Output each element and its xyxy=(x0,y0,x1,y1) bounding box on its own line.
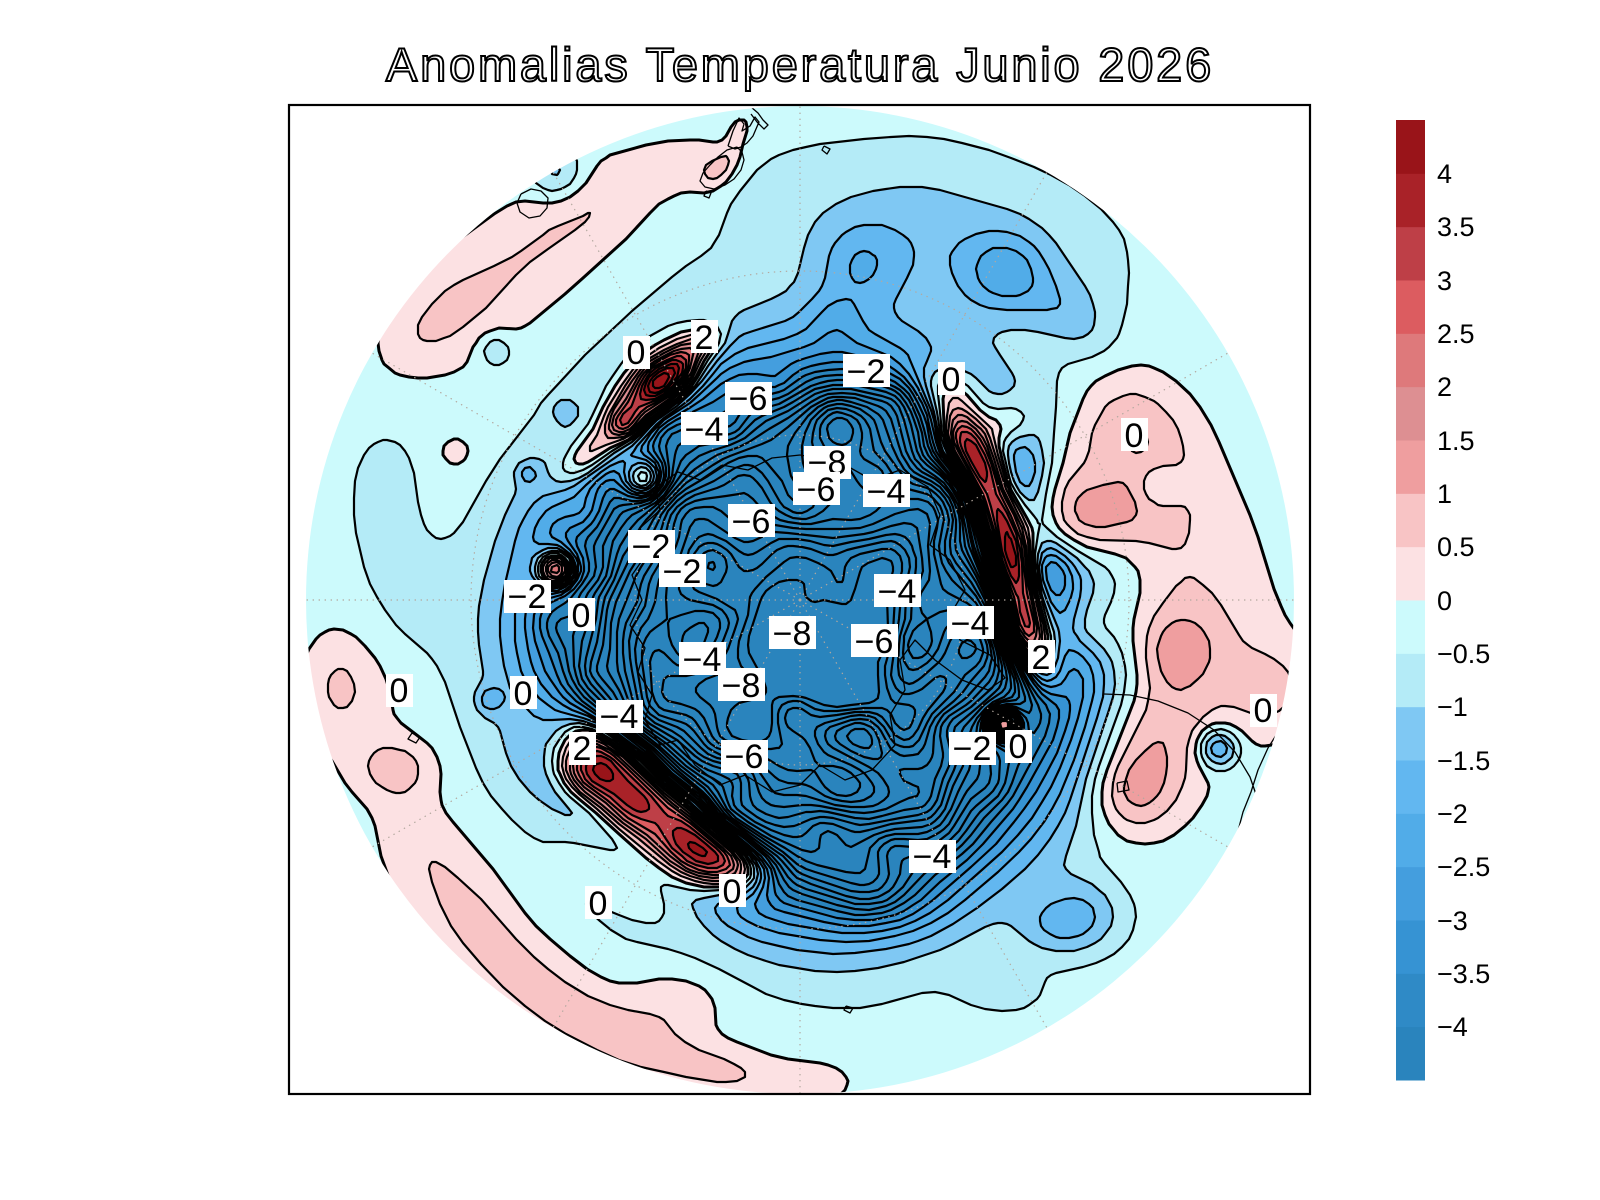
svg-text:0: 0 xyxy=(1125,417,1144,455)
svg-text:0: 0 xyxy=(1009,728,1028,766)
svg-text:−2.5: −2.5 xyxy=(1437,852,1490,882)
svg-text:0.5: 0.5 xyxy=(1437,532,1475,562)
svg-text:0: 0 xyxy=(1254,692,1273,730)
svg-text:3.5: 3.5 xyxy=(1437,212,1475,242)
svg-text:−3.5: −3.5 xyxy=(1437,959,1490,989)
svg-text:3: 3 xyxy=(1437,266,1452,296)
svg-text:−4: −4 xyxy=(600,698,639,736)
svg-text:−2: −2 xyxy=(1437,799,1468,829)
svg-text:Anomalias Temperatura Junio 20: Anomalias Temperatura Junio 2026 xyxy=(386,38,1214,91)
svg-text:0: 0 xyxy=(627,334,646,372)
svg-text:0: 0 xyxy=(589,885,608,923)
svg-text:0: 0 xyxy=(1437,586,1452,616)
svg-text:−3: −3 xyxy=(1437,906,1468,936)
svg-text:−6: −6 xyxy=(725,738,764,776)
svg-text:−8: −8 xyxy=(773,615,812,653)
svg-text:−4: −4 xyxy=(1437,1012,1468,1042)
svg-text:2.5: 2.5 xyxy=(1437,319,1475,349)
svg-text:−6: −6 xyxy=(797,471,836,509)
svg-text:−2: −2 xyxy=(508,578,547,616)
svg-text:−4: −4 xyxy=(683,641,722,679)
svg-text:1.5: 1.5 xyxy=(1437,426,1475,456)
svg-text:2: 2 xyxy=(695,319,714,357)
svg-text:−4: −4 xyxy=(951,605,990,643)
svg-text:0: 0 xyxy=(942,361,961,399)
svg-text:−2: −2 xyxy=(663,553,702,591)
svg-text:0: 0 xyxy=(723,873,742,911)
svg-text:−2: −2 xyxy=(847,353,886,391)
svg-text:−8: −8 xyxy=(722,667,761,705)
svg-text:−6: −6 xyxy=(729,380,768,418)
svg-text:−6: −6 xyxy=(855,623,894,661)
svg-text:2: 2 xyxy=(573,730,592,768)
svg-text:−0.5: −0.5 xyxy=(1437,639,1490,669)
svg-text:−4: −4 xyxy=(878,573,917,611)
svg-text:0: 0 xyxy=(572,597,591,635)
svg-text:−2: −2 xyxy=(953,730,992,768)
svg-text:−1.5: −1.5 xyxy=(1437,746,1490,776)
svg-text:−4: −4 xyxy=(913,838,952,876)
svg-text:−1: −1 xyxy=(1437,692,1468,722)
svg-text:0: 0 xyxy=(514,675,533,713)
svg-text:2: 2 xyxy=(1437,372,1452,402)
svg-text:−4: −4 xyxy=(685,411,724,449)
svg-text:0: 0 xyxy=(390,672,409,710)
svg-text:1: 1 xyxy=(1437,479,1452,509)
svg-text:−4: −4 xyxy=(867,473,906,511)
svg-text:2: 2 xyxy=(1032,639,1051,677)
svg-text:4: 4 xyxy=(1437,159,1452,189)
svg-text:−6: −6 xyxy=(732,503,771,541)
